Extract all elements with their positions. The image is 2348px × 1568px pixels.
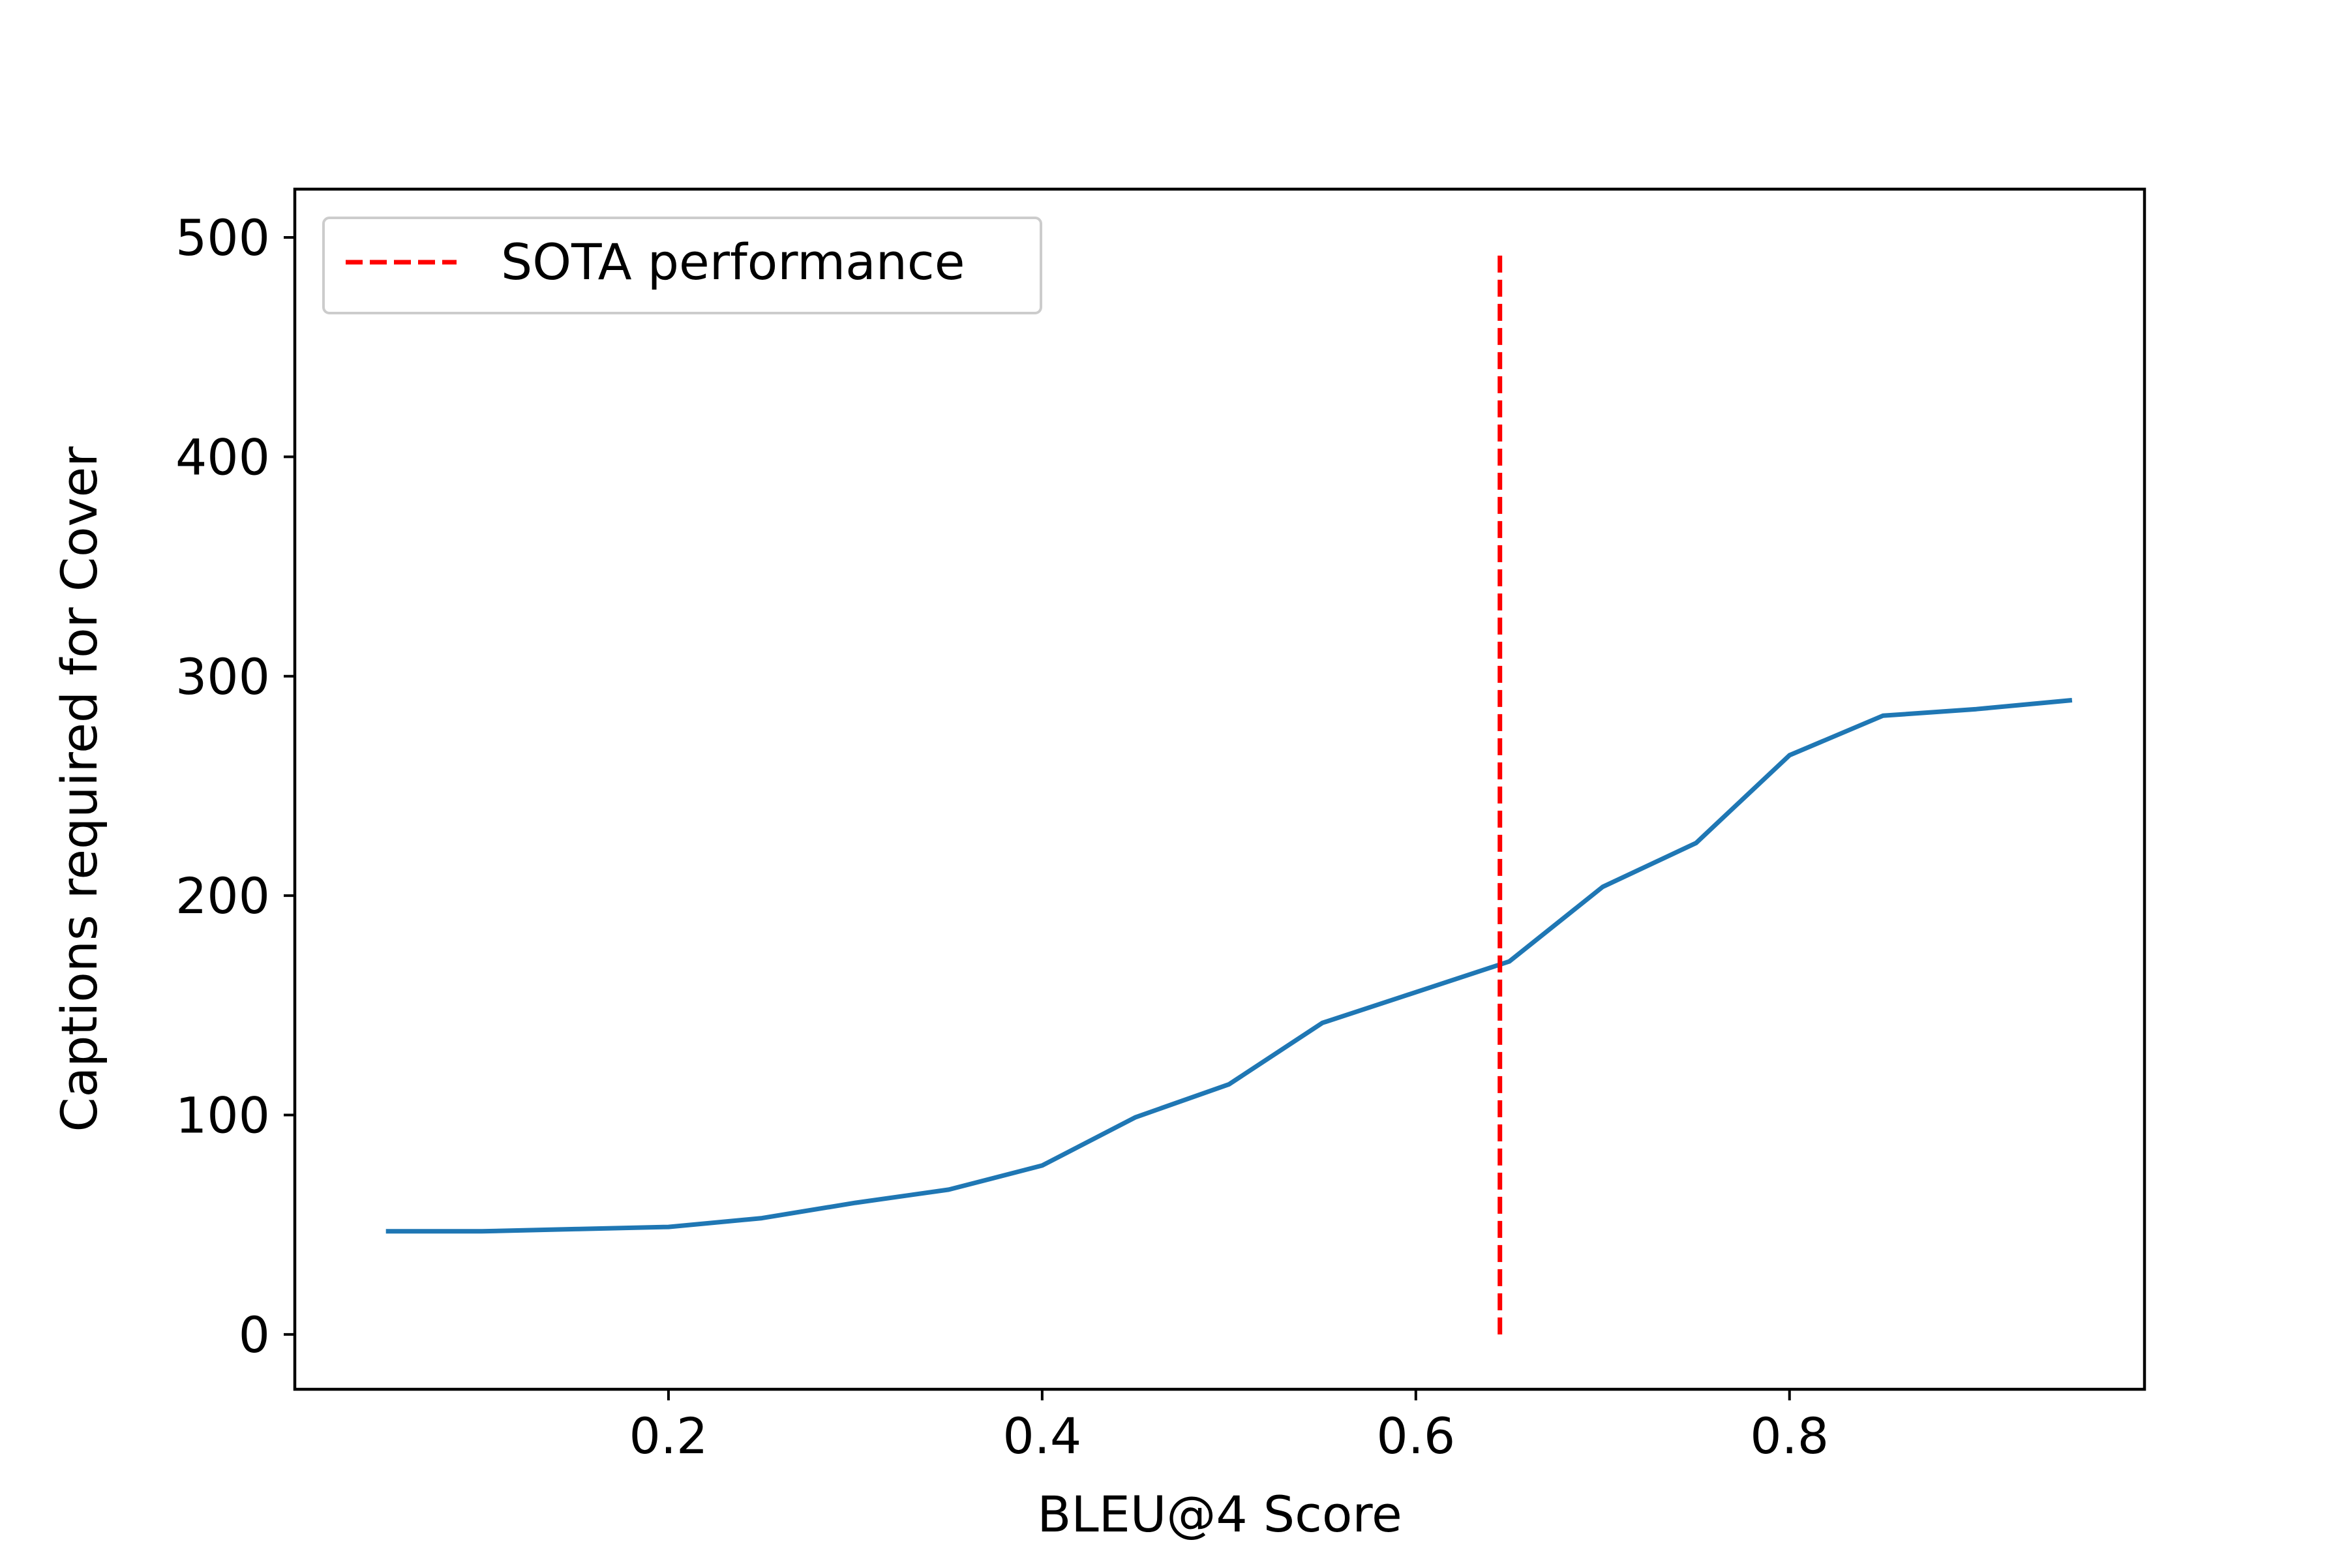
plot-frame <box>293 187 2146 1391</box>
legend: SOTA performance <box>322 217 1042 314</box>
y-tick-label: 500 <box>175 209 270 267</box>
legend-box <box>322 217 1042 314</box>
y-tick-label: 300 <box>175 648 270 706</box>
x-tick-label: 0.6 <box>1376 1407 1455 1465</box>
y-tick-label: 100 <box>175 1087 270 1145</box>
y-axis-label: Captions required for Cover <box>50 446 108 1132</box>
legend-label-sota: SOTA performance <box>501 233 965 291</box>
y-tick-label: 400 <box>175 428 270 486</box>
x-axis-label: BLEU@4 Score <box>1037 1485 1402 1543</box>
series-line <box>385 697 2073 1234</box>
axes-area: 0.2 0.4 0.6 0.8 0 100 200 300 400 500 <box>175 187 2146 1465</box>
y-axis-ticks: 0 100 200 300 400 500 <box>175 209 295 1364</box>
series-layer <box>385 697 2073 1234</box>
x-tick-label: 0.8 <box>1750 1407 1829 1465</box>
x-tick-label: 0.2 <box>629 1407 708 1465</box>
y-tick-label: 200 <box>175 867 270 925</box>
x-tick-label: 0.4 <box>1002 1407 1081 1465</box>
x-axis-ticks: 0.2 0.4 0.6 0.8 <box>629 1389 1829 1465</box>
y-tick-label: 0 <box>239 1306 270 1364</box>
